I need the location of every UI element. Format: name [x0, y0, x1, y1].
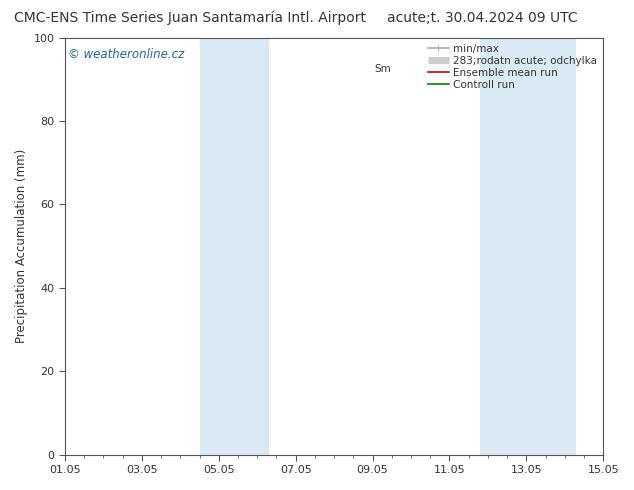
Bar: [519, 38, 576, 455]
Legend: min/max, 283;rodatn acute; odchylka, Ensemble mean run, Controll run: min/max, 283;rodatn acute; odchylka, Ens…: [425, 41, 600, 93]
Bar: [480, 38, 519, 455]
Text: © weatheronline.cz: © weatheronline.cz: [68, 48, 184, 61]
Text: CMC-ENS Time Series Juan Santamaría Intl. Airport: CMC-ENS Time Series Juan Santamaría Intl…: [14, 11, 366, 25]
Bar: [200, 38, 269, 455]
Y-axis label: Precipitation Accumulation (mm): Precipitation Accumulation (mm): [15, 149, 28, 343]
Text: Sm: Sm: [374, 64, 391, 74]
Text: acute;t. 30.04.2024 09 UTC: acute;t. 30.04.2024 09 UTC: [387, 11, 577, 25]
